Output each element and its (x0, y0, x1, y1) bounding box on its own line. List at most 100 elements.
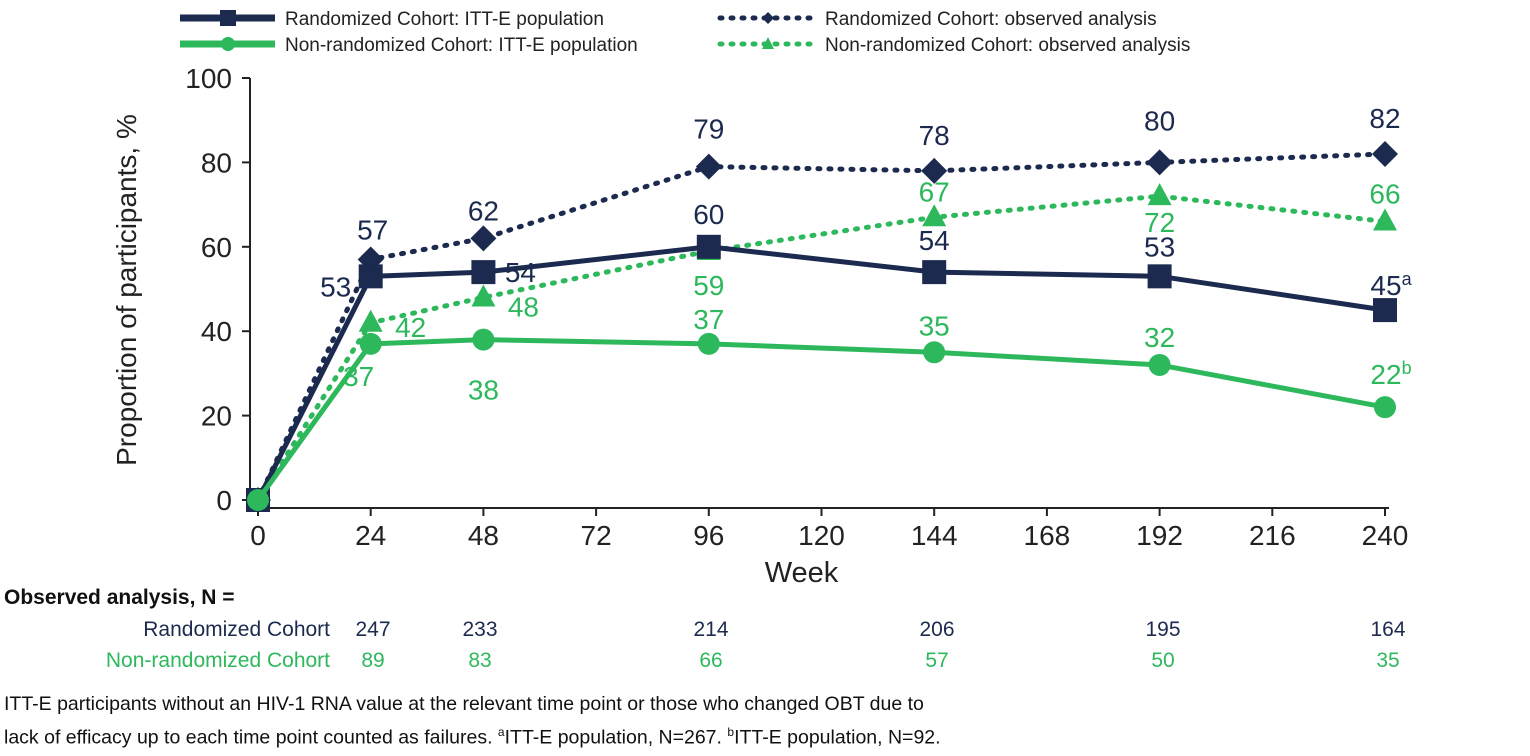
non-randomized-itt-marker (697, 332, 720, 355)
x-tick-label: 144 (911, 520, 958, 551)
n-table-row-label: Randomized Cohort (143, 618, 330, 641)
data-label: 59 (693, 270, 724, 301)
n-table-value: 247 (355, 618, 390, 641)
data-label: 66 (1369, 178, 1400, 209)
x-tick-label: 168 (1024, 520, 1071, 551)
x-tick-label: 216 (1249, 520, 1296, 551)
data-label: 22b (1370, 358, 1411, 390)
n-table-value: 233 (462, 618, 497, 641)
footnote-sup-b: b (727, 725, 735, 739)
y-tick-label: 20 (201, 401, 232, 432)
data-label: 37 (343, 361, 374, 392)
x-axis-label: Week (765, 557, 839, 589)
x-tick-label: 192 (1136, 520, 1183, 551)
x-tick-label: 0 (250, 520, 266, 551)
footnote-text: lack of efficacy up to each time point c… (4, 726, 498, 749)
data-label: 80 (1144, 105, 1175, 136)
n-table-row-label: Non-randomized Cohort (106, 649, 330, 672)
data-label: 38 (468, 375, 499, 406)
non-randomized-observed-marker (1147, 183, 1172, 206)
legend-label: Non-randomized Cohort: observed analysis (825, 35, 1190, 56)
n-table-value: 57 (925, 649, 948, 672)
footnote-sup-a: a (497, 725, 505, 739)
n-table-value: 89 (361, 649, 384, 672)
randomized-observed-marker (921, 157, 948, 184)
data-label: 53 (1144, 231, 1175, 262)
data-label: 32 (1144, 322, 1175, 353)
randomized-itt-marker (922, 260, 947, 285)
legend-marker (221, 37, 235, 51)
data-label: 37 (693, 304, 724, 335)
data-label: 62 (468, 195, 499, 226)
legend-label: Non-randomized Cohort: ITT-E population (285, 35, 638, 56)
non-randomized-itt-marker (923, 341, 946, 364)
randomized-itt-marker (358, 264, 383, 289)
randomized-itt-marker (696, 234, 721, 259)
y-axis-label: Proportion of participants, % (111, 114, 142, 466)
legend-label: Randomized Cohort: observed analysis (825, 9, 1157, 30)
randomized-observed-marker (470, 225, 497, 252)
data-label-superscript: a (1402, 269, 1413, 289)
randomized-observed-marker (1372, 140, 1398, 167)
x-tick-label: 120 (798, 520, 845, 551)
randomized-observed-marker (1146, 149, 1173, 176)
y-tick-label: 60 (201, 232, 232, 263)
data-label: 54 (505, 257, 536, 288)
data-label: 42 (395, 312, 426, 343)
y-tick-label: 100 (185, 63, 232, 94)
data-label: 35 (919, 310, 950, 341)
data-label-superscript: b (1402, 358, 1412, 378)
non-randomized-observed-marker (358, 309, 383, 332)
non-randomized-itt-marker (1148, 353, 1171, 376)
data-label: 82 (1369, 103, 1400, 134)
data-label: 72 (1144, 207, 1175, 238)
y-tick-label: 40 (201, 316, 232, 347)
non-randomized-observed-marker (922, 204, 947, 227)
randomized-itt-marker (1373, 298, 1397, 323)
non-randomized-itt-marker (247, 489, 269, 511)
x-tick-label: 240 (1362, 520, 1409, 551)
data-label: 79 (693, 114, 724, 145)
randomized-itt-marker (471, 260, 496, 285)
non-randomized-itt-marker (1374, 396, 1396, 419)
data-label: 53 (320, 271, 351, 302)
x-tick-label: 72 (581, 520, 612, 551)
n-table-value: 214 (693, 618, 728, 641)
n-table-value: 83 (468, 649, 491, 672)
data-label: 78 (919, 120, 950, 151)
randomized-observed-marker (695, 153, 722, 180)
y-tick-label: 80 (201, 147, 232, 178)
line-chart: 0 20 40 60 80 100 0 24 48 72 96 120 144 168 192 216 240 W… (4, 9, 1413, 672)
n-table-value: 35 (1376, 649, 1399, 672)
x-tick-label: 96 (693, 520, 724, 551)
legend-label: Randomized Cohort: ITT-E population (285, 9, 604, 30)
x-tick-label: 48 (468, 520, 499, 551)
n-table-value: 66 (699, 649, 722, 672)
footnote-text: ITT-E population, N=267. (504, 726, 728, 749)
data-label: 60 (693, 199, 724, 230)
footnote-line-2: lack of efficacy up to each time point c… (4, 718, 1444, 752)
n-table-value: 164 (1370, 618, 1405, 641)
non-randomized-itt-marker (472, 328, 495, 351)
footnote-line-1: ITT-E participants without an HIV-1 RNA … (4, 693, 924, 715)
legend-marker (220, 10, 236, 26)
n-table-value: 206 (919, 618, 954, 641)
non-randomized-itt-marker (359, 332, 382, 355)
x-tick-label: 24 (355, 520, 386, 551)
n-table-title: Observed analysis, N = (4, 586, 235, 609)
non-randomized-observed-marker (471, 284, 496, 307)
data-label: 45a (1370, 269, 1412, 301)
n-table-value: 195 (1145, 618, 1180, 641)
randomized-observed-line (255, 151, 1388, 503)
legend-marker (762, 37, 774, 49)
footnote-text: ITT-E population, N=92. (734, 726, 941, 749)
non-randomized-itt-line (255, 337, 1386, 502)
n-table-value: 50 (1151, 649, 1174, 672)
data-label: 67 (919, 176, 950, 207)
legend-marker (762, 12, 774, 24)
data-label: 48 (508, 291, 539, 322)
y-tick-label: 0 (216, 485, 232, 516)
randomized-itt-marker (1147, 264, 1172, 289)
data-label: 54 (919, 225, 950, 256)
footnote: ITT-E participants without an HIV-1 RNA … (4, 690, 1444, 752)
